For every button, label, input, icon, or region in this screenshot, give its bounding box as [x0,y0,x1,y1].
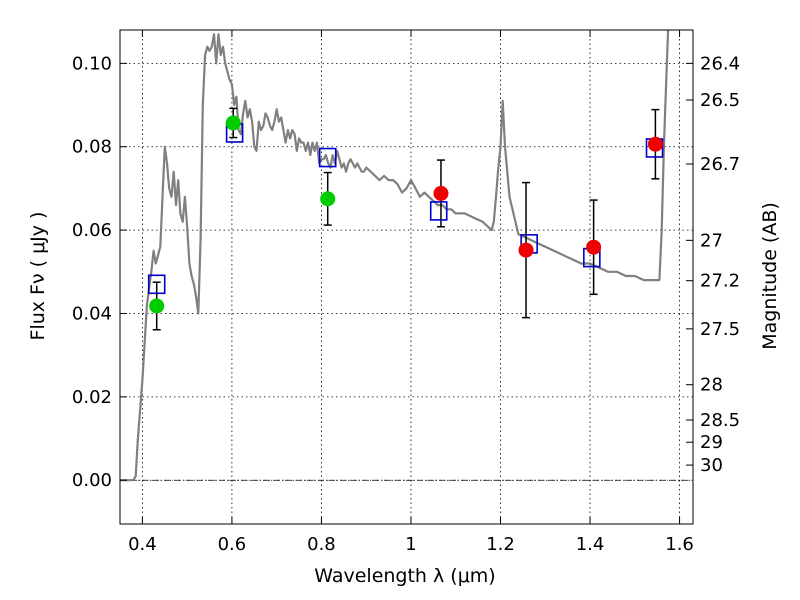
x-tick-label: 1 [405,534,416,555]
right-tick-label: 29 [700,432,723,453]
right-tick-label: 28 [700,375,723,396]
right-tick-label: 26.5 [700,90,740,111]
y-tick-label: 0.00 [72,470,112,491]
right-tick-label: 27.5 [700,319,740,340]
red-data-point [518,242,534,258]
y-tick-label: 0.06 [72,220,112,241]
x-tick-label: 1.2 [486,534,515,555]
x-tick-label: 1.4 [576,534,605,555]
x-tick-label: 0.6 [218,534,247,555]
grid-lines [120,30,693,524]
y-tick-label: 0.08 [72,137,112,158]
x-tick-label: 0.8 [307,534,336,555]
x-tick-label: 0.4 [128,534,157,555]
x-tick-label: 1.6 [665,534,694,555]
red-data-point [433,185,449,201]
right-tick-label: 26.4 [700,53,740,74]
red-data-point [586,239,602,255]
x-axis-label: Wavelength λ (μm) [314,565,495,587]
right-tick-label: 27 [700,230,723,251]
plot-area [120,30,670,482]
axis-ticks [120,30,693,524]
right-tick-label: 30 [700,455,723,476]
right-axis-label: Magnitude (AB) [759,202,781,350]
model-photometry-point [147,274,166,295]
plot-frame [119,29,694,525]
y-tick-label: 0.10 [72,53,112,74]
green-data-point [225,115,241,131]
y-axis-label: Flux Fν ( μJy ) [27,212,49,341]
red-data-point [647,136,663,152]
right-tick-label: 27.2 [700,271,740,292]
model-photometry-point [429,201,448,221]
model-photometry-point [318,147,337,168]
green-data-point [320,191,336,207]
right-tick-label: 26.7 [700,154,740,175]
green-data-point [149,298,165,314]
y-tick-label: 0.04 [72,303,112,324]
model-spectrum-line [120,30,670,482]
axis-tick-labels: 0.4 0.6 0.8 1 1.2 1.4 1.6 0.00 0.02 0.04 0.06 0.08 0… [72,53,740,555]
y-tick-label: 0.02 [72,387,112,408]
right-tick-label: 28.5 [700,410,740,431]
